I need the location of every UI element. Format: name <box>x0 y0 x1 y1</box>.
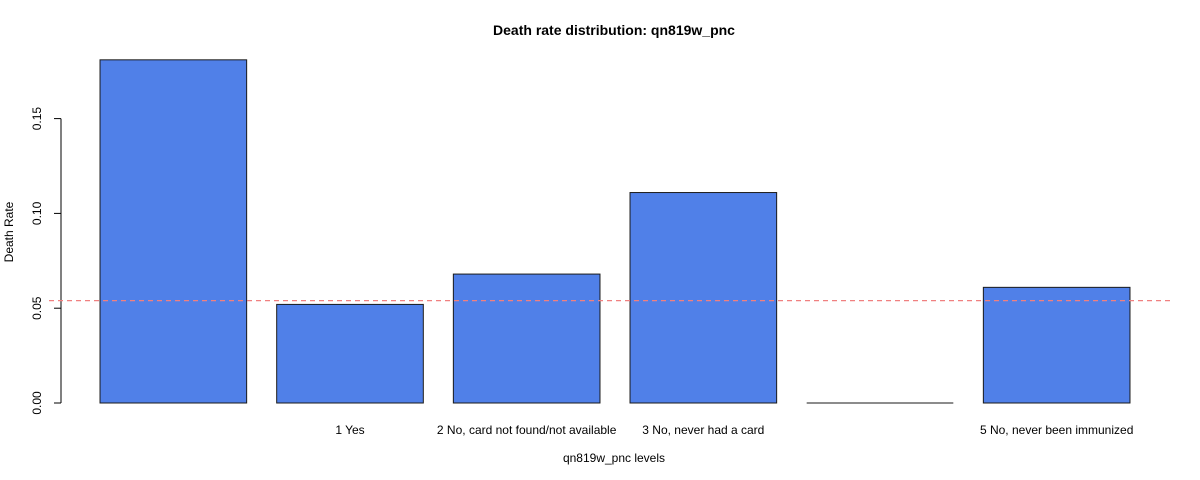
y-tick-label: 0.10 <box>30 201 44 225</box>
category-labels: 1 Yes 2 No, card not found/not available 3… <box>335 423 1133 437</box>
y-tick-label: 0.05 <box>30 296 44 320</box>
bar <box>629 192 778 404</box>
bar <box>982 286 1131 404</box>
bar <box>99 59 248 404</box>
bar <box>452 273 601 404</box>
y-axis: 0.00 0.05 0.10 0.15 <box>30 107 62 415</box>
bar <box>276 303 424 404</box>
chart-title: Death rate distribution: qn819w_pnc <box>493 22 735 38</box>
category-label: 1 Yes <box>335 423 364 437</box>
bars <box>99 59 1131 404</box>
category-label: 3 No, never had a card <box>642 423 764 437</box>
y-axis-label: Death Rate <box>2 201 16 262</box>
category-label: 2 No, card not found/not available <box>437 423 617 437</box>
category-label: 5 No, never been immunized <box>980 423 1133 437</box>
y-tick-label: 0.15 <box>30 107 44 131</box>
y-tick-label: 0.00 <box>30 391 44 415</box>
x-axis-label: qn819w_pnc levels <box>563 451 665 465</box>
